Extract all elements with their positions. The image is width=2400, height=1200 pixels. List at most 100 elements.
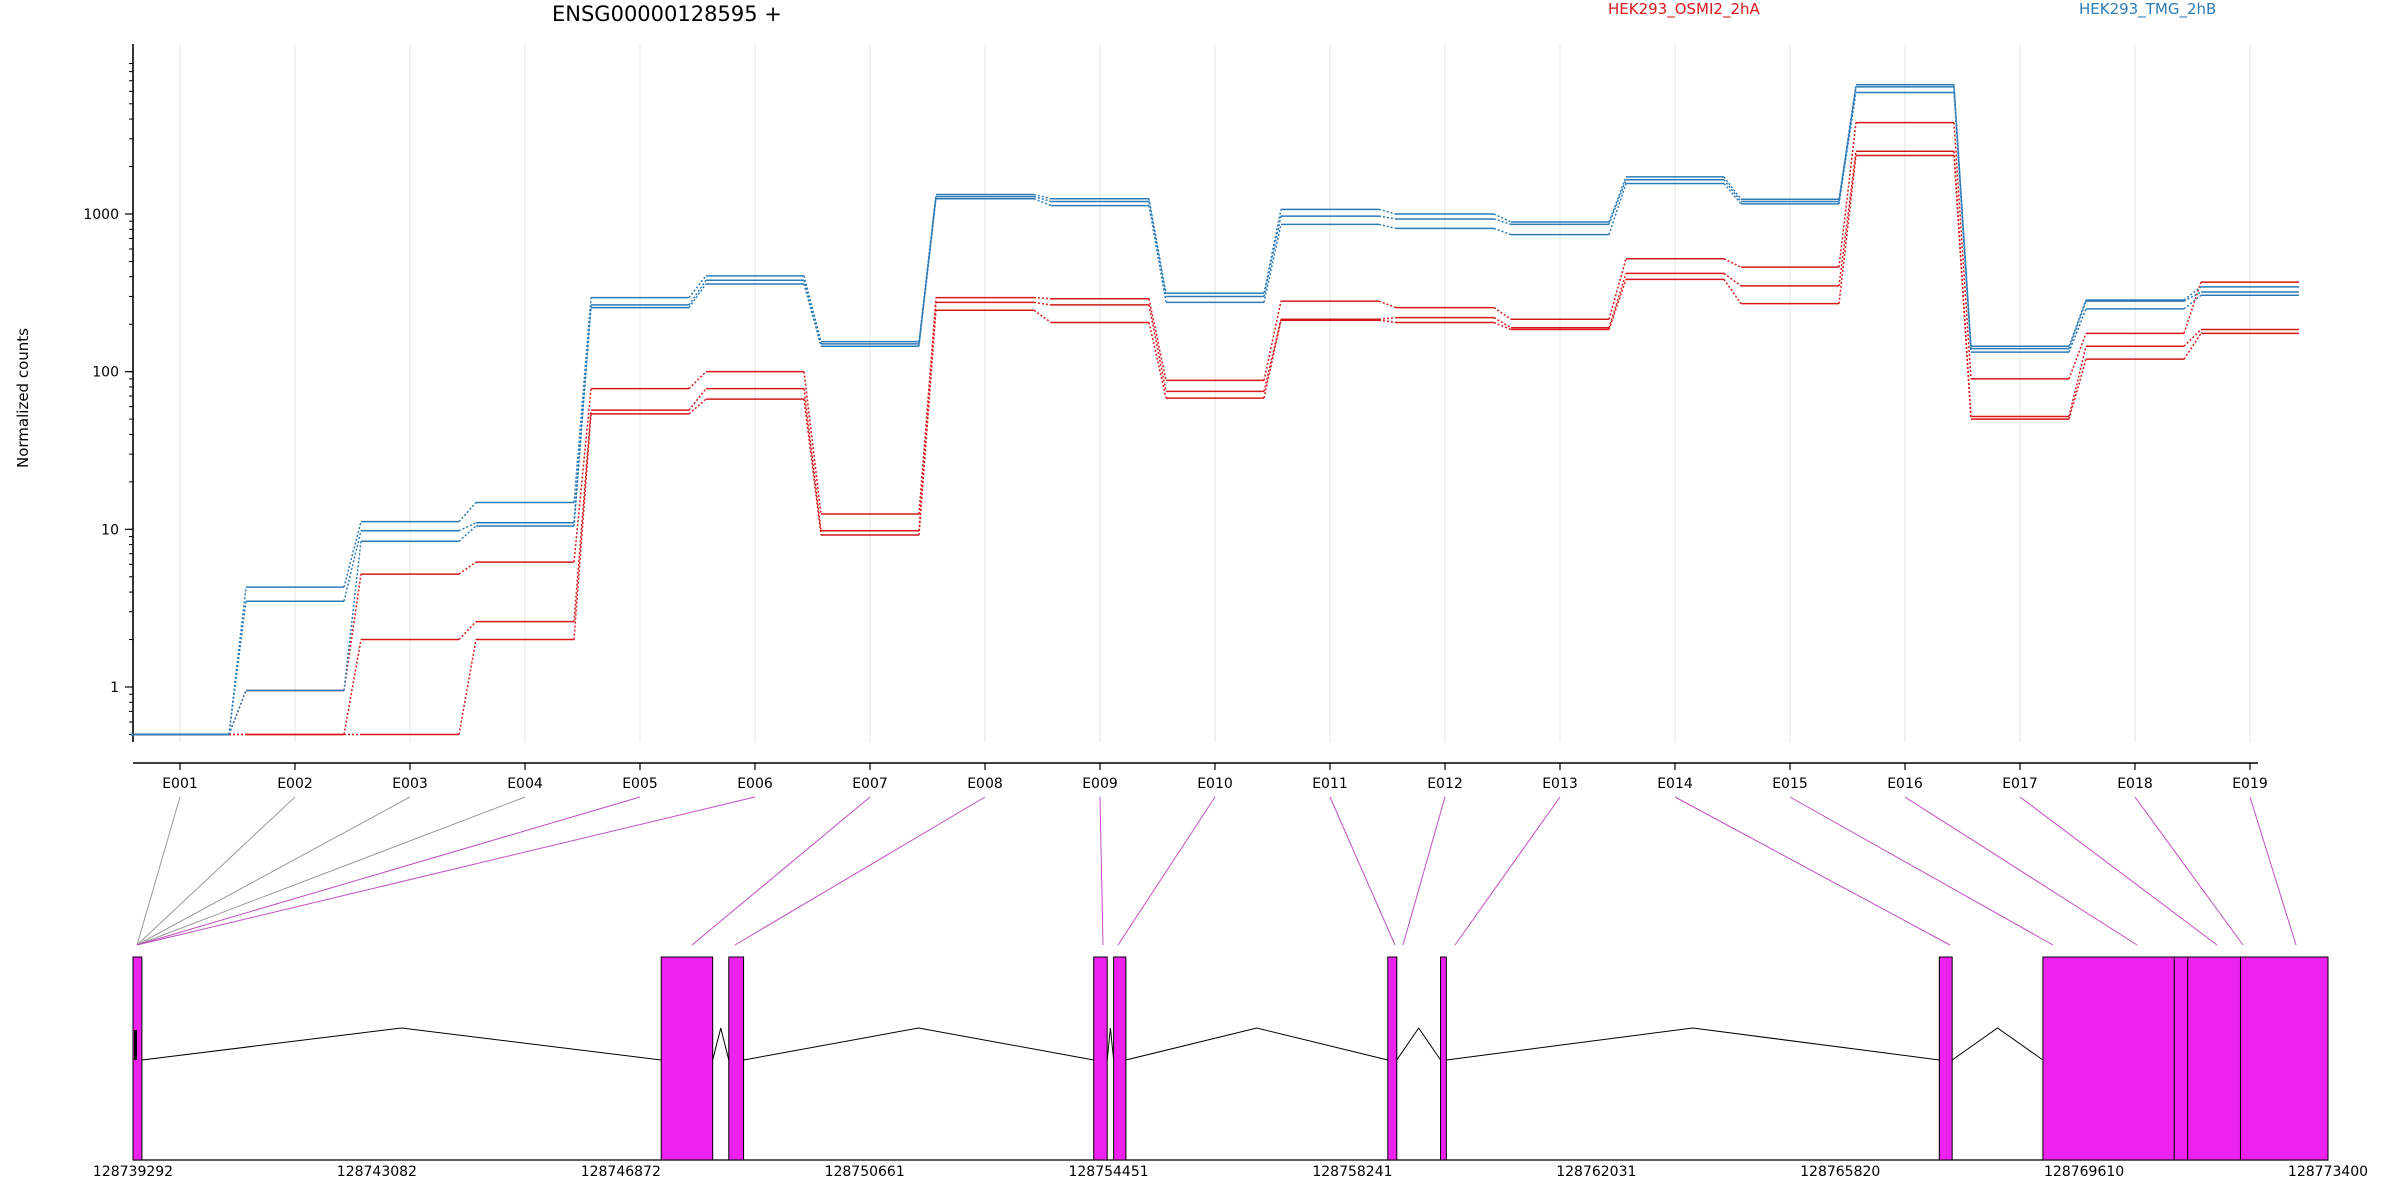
intron-line <box>1396 1027 1441 1061</box>
data-connector <box>1838 92 1857 204</box>
exon-block <box>660 956 714 1161</box>
data-connector <box>1838 122 1857 268</box>
bin-mapping-line <box>1402 796 1446 946</box>
data-connector <box>2068 346 2087 417</box>
data-connector <box>458 561 477 575</box>
data-connector <box>1148 304 1167 392</box>
data-connector <box>803 283 822 347</box>
x-tick-label: E014 <box>1657 776 1693 792</box>
data-connector <box>458 501 477 523</box>
data-connector <box>1148 322 1167 399</box>
data-connector <box>2183 286 2202 301</box>
data-connector <box>1033 198 1052 207</box>
intron-line <box>1106 1027 1115 1061</box>
data-connector <box>1263 320 1282 399</box>
data-connector <box>1608 183 1627 235</box>
legend-entry: HEK293_TMG_2hB <box>2079 0 2217 18</box>
intron-line <box>1951 1027 2044 1061</box>
data-connector <box>573 307 592 527</box>
data-connector <box>343 639 362 735</box>
data-connector <box>1378 223 1397 230</box>
bin-mapping-line <box>136 796 296 946</box>
x-tick-label: E018 <box>2117 776 2153 792</box>
data-connector <box>1608 176 1627 223</box>
intron-line <box>141 1027 662 1061</box>
x-tick-label: E011 <box>1312 776 1348 792</box>
data-connector <box>1953 155 1972 420</box>
data-connector <box>1263 224 1282 303</box>
data-connector <box>1838 155 1857 304</box>
data-connector <box>1608 258 1627 320</box>
bin-mapping-line <box>136 796 526 946</box>
bin-mapping-line <box>734 796 986 946</box>
legend-entry: HEK293_OSMI2_2hA <box>1608 0 1760 18</box>
data-connector <box>918 198 937 347</box>
x-tick-label: E015 <box>1772 776 1808 792</box>
data-connector <box>2068 333 2087 380</box>
bin-mapping-line <box>1674 796 1951 946</box>
data-connector <box>1378 316 1397 320</box>
data-connector <box>1263 215 1282 297</box>
bin-mapping-line <box>1117 796 1216 946</box>
series-line <box>131 91 2299 736</box>
x-tick-label: E009 <box>1082 776 1118 792</box>
data-connector <box>803 280 822 345</box>
bin-mapping-line <box>1904 796 2138 946</box>
data-connector <box>1493 227 1512 236</box>
data-connector <box>1033 309 1052 324</box>
data-connector <box>1378 215 1397 220</box>
data-connector <box>1148 298 1167 381</box>
exon-block <box>1387 956 1398 1161</box>
genomic-coordinate-label: 128743082 <box>337 1164 417 1180</box>
x-tick-label: E017 <box>2002 776 2038 792</box>
exon-block <box>1093 956 1108 1161</box>
x-tick-label: E001 <box>162 776 198 792</box>
data-connector <box>1838 151 1857 286</box>
y-tick-label: 100 <box>92 365 119 381</box>
genomic-coordinate-label: 128773400 <box>2288 1164 2368 1180</box>
data-connector <box>458 525 477 542</box>
data-connector <box>1608 273 1627 328</box>
genomic-coordinate-label: 128762031 <box>1556 1164 1636 1180</box>
data-connector <box>803 398 822 536</box>
intron-line <box>1125 1027 1388 1061</box>
x-tick-label: E008 <box>967 776 1003 792</box>
bin-mapping-line <box>1454 796 1561 946</box>
data-connector <box>458 639 477 735</box>
data-connector <box>1723 278 1742 305</box>
x-tick-label: E012 <box>1427 776 1463 792</box>
data-connector <box>343 521 362 588</box>
data-connector <box>1148 205 1167 303</box>
genomic-coordinate-label: 128769610 <box>2044 1164 2124 1180</box>
data-connector <box>1033 296 1052 300</box>
data-connector <box>1493 321 1512 331</box>
x-tick-label: E007 <box>852 776 888 792</box>
data-connector <box>1033 195 1052 203</box>
x-tick-label: E003 <box>392 776 428 792</box>
data-connector <box>918 310 937 536</box>
data-connector <box>1033 301 1052 306</box>
data-connector <box>2068 308 2087 353</box>
x-tick-label: E010 <box>1197 776 1233 792</box>
data-connector <box>1493 213 1512 223</box>
data-connector <box>1608 279 1627 330</box>
genomic-coordinate-label: 128758241 <box>1312 1164 1392 1180</box>
intron-line <box>1446 1027 1940 1061</box>
data-connector <box>688 371 707 390</box>
data-connector <box>1723 258 1742 268</box>
y-tick-label: 1 <box>110 680 119 696</box>
data-connector <box>1493 218 1512 226</box>
x-tick-label: E006 <box>737 776 773 792</box>
bin-mapping-line <box>1329 796 1396 946</box>
data-connector <box>1263 301 1282 381</box>
x-tick-label: E002 <box>277 776 313 792</box>
bin-mapping-line <box>1099 796 1104 946</box>
data-connector <box>2183 281 2202 334</box>
bin-mapping-line <box>136 796 756 946</box>
data-connector <box>1723 179 1742 202</box>
exon-block <box>2042 956 2329 1161</box>
bin-mapping-line <box>2134 796 2244 946</box>
data-connector <box>1608 179 1627 225</box>
data-connector <box>573 388 592 563</box>
